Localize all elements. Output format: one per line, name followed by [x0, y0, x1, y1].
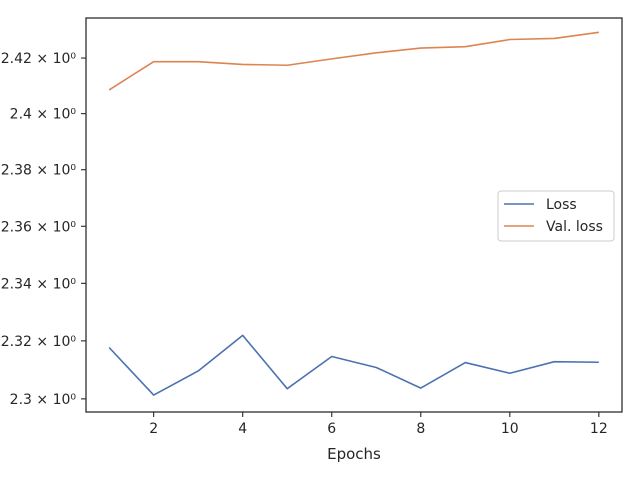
y-tick-label: 2.42 × 10⁰	[1, 51, 77, 67]
x-tick-label: 6	[327, 421, 336, 437]
y-tick-label: 2.36 × 10⁰	[1, 219, 77, 235]
series-line-loss	[108, 334, 599, 396]
x-tick-label: 8	[416, 421, 425, 437]
x-tick-label: 4	[238, 421, 247, 437]
series-line-val-loss	[108, 31, 599, 91]
y-tick-label: 2.38 × 10⁰	[1, 163, 77, 179]
y-tick-label: 2.34 × 10⁰	[1, 276, 77, 292]
legend-label-val-loss: Val. loss	[546, 219, 603, 235]
x-tick-label: 10	[501, 421, 519, 437]
legend: Loss Val. loss	[497, 190, 615, 242]
x-tick-label: 2	[149, 421, 158, 437]
x-axis: 2 4 6 8 10 12	[149, 412, 608, 437]
plot-frame	[85, 17, 623, 413]
y-tick-label: 2.4 × 10⁰	[10, 107, 77, 123]
y-tick-label: 2.3 × 10⁰	[10, 392, 77, 408]
y-axis: 2.3 × 10⁰ 2.32 × 10⁰ 2.34 × 10⁰ 2.36 × 10⁰ 2…	[1, 51, 86, 408]
plot-area	[85, 17, 623, 413]
series-layer	[108, 31, 599, 396]
x-axis-title: Epochs	[327, 445, 381, 463]
x-tick-label: 12	[590, 421, 608, 437]
y-tick-label: 2.32 × 10⁰	[1, 334, 77, 350]
legend-label-loss: Loss	[546, 197, 577, 213]
